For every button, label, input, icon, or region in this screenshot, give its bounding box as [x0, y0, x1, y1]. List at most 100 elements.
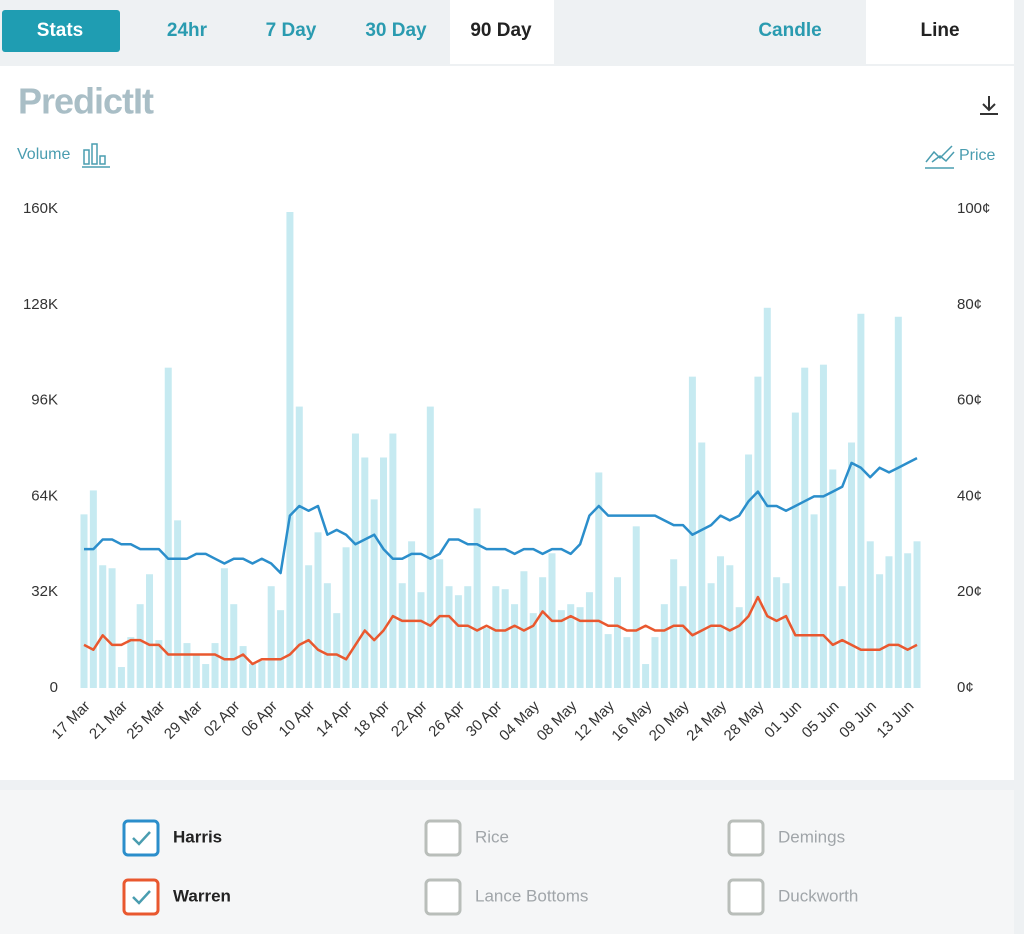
volume-bar: [595, 472, 603, 688]
legend-panel: [0, 790, 1014, 934]
volume-bar: [258, 661, 266, 688]
price-icon: [925, 145, 955, 169]
volume-bar: [754, 376, 762, 688]
volume-bar: [576, 607, 584, 688]
volume-bar: [80, 514, 88, 688]
checkbox[interactable]: [424, 819, 462, 857]
y-tick-label: 96K: [31, 392, 58, 409]
volume-bar: [117, 667, 125, 688]
volume-bar: [529, 613, 537, 688]
checkbox[interactable]: [727, 878, 765, 916]
volume-bar: [773, 577, 781, 688]
volume-bar: [642, 664, 650, 688]
volume-bar: [782, 583, 790, 688]
volume-bar: [623, 637, 631, 688]
checkbox[interactable]: [122, 819, 160, 857]
volume-bar: [380, 457, 388, 688]
volume-bar: [679, 586, 687, 688]
tab-label[interactable]: 90 Day: [470, 20, 532, 41]
volume-bar: [885, 556, 893, 688]
legend-label[interactable]: Warren: [173, 886, 231, 905]
checkbox[interactable]: [424, 878, 462, 916]
volume-bar: [838, 586, 846, 688]
volume-bar: [501, 589, 509, 688]
tab-label[interactable]: 30 Day: [365, 20, 427, 41]
volume-bar: [89, 490, 97, 688]
volume-bar: [454, 595, 462, 688]
stats-button[interactable]: [2, 10, 120, 52]
volume-label: Volume: [17, 146, 70, 163]
volume-bar: [389, 433, 397, 688]
active-tab[interactable]: [450, 0, 554, 64]
y-tick-label: 32K: [31, 583, 58, 600]
volume-bar: [829, 469, 837, 688]
volume-bar: [688, 376, 696, 688]
legend-label[interactable]: Harris: [173, 827, 222, 846]
volume-bar: [716, 556, 724, 688]
candidate-label[interactable]: Rice: [475, 827, 509, 846]
price-line: [83, 595, 918, 666]
volume-bar: [698, 442, 706, 688]
volume-bar: [277, 610, 285, 688]
checkmark: [132, 890, 151, 905]
price-line: [84, 456, 918, 575]
volume-bar: [511, 604, 519, 688]
volume-bar: [819, 364, 827, 688]
volume-bar: [857, 313, 865, 688]
volume-bar: [492, 586, 500, 688]
volume-bar: [482, 628, 490, 688]
y-tick-label: 64K: [31, 487, 58, 504]
volume-bar: [230, 604, 238, 688]
volume-bar: [305, 565, 313, 688]
volume-bar: [174, 520, 182, 688]
volume-bar: [314, 532, 322, 688]
volume-bar: [99, 565, 107, 688]
volume-bar: [670, 559, 678, 688]
y2-tick-label: 0¢: [957, 679, 974, 696]
download-icon[interactable]: [980, 96, 998, 115]
volume-bar: [726, 565, 734, 688]
view-tab-label[interactable]: Line: [920, 20, 959, 41]
volume-bar: [651, 637, 659, 688]
y-tick-label: 128K: [23, 296, 58, 313]
volume-bar: [136, 604, 144, 688]
volume-bar: [398, 583, 406, 688]
volume-bar: [707, 583, 715, 688]
tab-label[interactable]: 24hr: [167, 20, 208, 41]
volume-bar: [604, 634, 612, 688]
checkmark: [132, 831, 151, 846]
view-tab-label[interactable]: Candle: [758, 20, 821, 41]
volume-bar: [791, 412, 799, 688]
volume-bar: [295, 406, 303, 688]
checkbox[interactable]: [727, 819, 765, 857]
y2-tick-label: 20¢: [957, 583, 982, 600]
volume-bar: [763, 307, 771, 688]
volume-bar: [417, 592, 425, 688]
candidate-label[interactable]: Duckworth: [778, 886, 858, 905]
candidate-label[interactable]: Demings: [778, 827, 845, 846]
volume-bar: [192, 655, 200, 688]
volume-bar: [473, 508, 481, 688]
volume-bar: [913, 541, 921, 688]
volume-bar: [323, 583, 331, 688]
volume-bar: [745, 454, 753, 688]
candidate-label[interactable]: Lance Bottoms: [475, 886, 588, 905]
tab-label[interactable]: 7 Day: [266, 20, 317, 41]
y2-tick-label: 100¢: [957, 200, 990, 217]
checkbox[interactable]: [122, 878, 160, 916]
volume-bar: [361, 457, 369, 688]
volume-bar: [801, 367, 809, 688]
volume-bar: [202, 664, 210, 688]
volume-bar: [735, 607, 743, 688]
volume-bar: [370, 499, 378, 688]
volume-bar: [164, 367, 172, 688]
tab-label[interactable]: Stats: [37, 20, 83, 41]
y2-tick-label: 40¢: [957, 487, 982, 504]
volume-bar: [614, 577, 622, 688]
y2-tick-label: 60¢: [957, 392, 982, 409]
active-view-tab[interactable]: [866, 0, 1014, 64]
volume-bar: [557, 610, 565, 688]
logo: PredictIt: [18, 81, 154, 122]
volume-bar: [220, 568, 228, 688]
volume-bar: [876, 574, 884, 688]
